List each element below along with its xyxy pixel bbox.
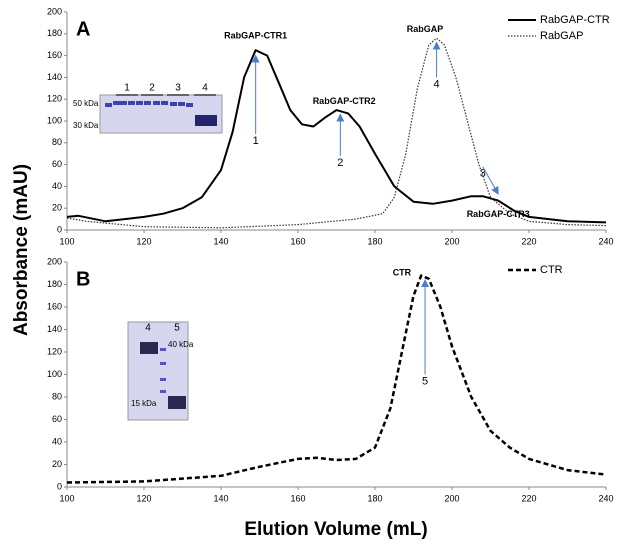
- marker-label: 30 kDa: [73, 121, 99, 130]
- arrow-label: 3: [480, 168, 486, 180]
- y-tick-label: 20: [52, 459, 62, 469]
- annotation: RabGAP-CTR3: [467, 209, 530, 219]
- lane-label: 4: [202, 83, 208, 94]
- gel-band: [153, 101, 160, 105]
- annotation: RabGAP-CTR2: [313, 96, 376, 106]
- gel-band: [144, 101, 151, 105]
- panel-label: B: [76, 268, 90, 290]
- y-tick-label: 60: [52, 159, 62, 169]
- legend-label: RabGAP: [540, 30, 583, 42]
- x-tick-label: 220: [521, 493, 536, 503]
- x-tick-label: 160: [290, 493, 305, 503]
- marker-label: 50 kDa: [73, 99, 99, 108]
- gel-band: [160, 362, 166, 365]
- gel-band: [186, 103, 193, 107]
- annotation: RabGAP-CTR1: [224, 30, 287, 40]
- data-line: [66, 274, 607, 484]
- data-line: [66, 49, 607, 224]
- gel-band: [140, 342, 158, 354]
- gel-band: [160, 390, 166, 393]
- marker-label: 40 kDa: [168, 340, 194, 349]
- y-tick-label: 80: [52, 391, 62, 401]
- gel-band: [136, 101, 143, 105]
- x-axis-label: Elution Volume (mL): [244, 519, 427, 540]
- y-tick-label: 120: [47, 346, 62, 356]
- lane-label: 3: [175, 83, 181, 94]
- x-tick-label: 100: [59, 493, 74, 503]
- y-tick-label: 140: [47, 324, 62, 334]
- y-tick-label: 100: [47, 115, 62, 125]
- gel-band: [105, 103, 112, 107]
- y-tick-label: 160: [47, 50, 62, 60]
- gel-band: [161, 101, 168, 105]
- gel-band: [170, 102, 177, 106]
- lane-label: 1: [124, 83, 130, 94]
- x-tick-label: 220: [521, 236, 536, 246]
- lane-label: 4: [145, 323, 151, 334]
- y-axis-label: Absorbance (mAU): [11, 164, 32, 336]
- x-tick-label: 140: [213, 236, 228, 246]
- gel-image: [127, 321, 189, 421]
- x-tick-label: 200: [444, 236, 459, 246]
- y-tick-label: 200: [47, 6, 62, 16]
- annotation: CTR: [393, 268, 412, 278]
- arrow-label: 2: [337, 157, 343, 169]
- panel-label: A: [76, 18, 90, 40]
- gel-band: [168, 396, 186, 409]
- y-tick-label: 60: [52, 414, 62, 424]
- y-tick-label: 0: [57, 481, 62, 491]
- y-tick-label: 80: [52, 137, 62, 147]
- gel-image: [99, 94, 223, 134]
- gel-band: [195, 115, 217, 126]
- y-tick-label: 200: [47, 256, 62, 266]
- y-tick-label: 180: [47, 279, 62, 289]
- x-tick-label: 200: [444, 493, 459, 503]
- arrow-label: 1: [253, 135, 259, 147]
- gel-band: [128, 101, 135, 105]
- y-tick-label: 40: [52, 436, 62, 446]
- x-tick-label: 240: [598, 493, 613, 503]
- x-tick-label: 140: [213, 493, 228, 503]
- y-tick-label: 120: [47, 94, 62, 104]
- y-tick-label: 180: [47, 28, 62, 38]
- gel-band: [160, 378, 166, 381]
- x-tick-label: 240: [598, 236, 613, 246]
- x-tick-label: 180: [367, 236, 382, 246]
- x-tick-label: 180: [367, 493, 382, 503]
- data-line: [66, 37, 607, 229]
- gel-band: [160, 348, 166, 351]
- arrow-label: 5: [422, 375, 428, 387]
- legend-label: RabGAP-CTR: [540, 14, 610, 26]
- arrow-label: 4: [434, 78, 440, 90]
- lane-label: 2: [149, 83, 155, 94]
- gel-band: [120, 101, 127, 105]
- y-tick-label: 160: [47, 301, 62, 311]
- gel-band: [178, 102, 185, 106]
- y-tick-label: 40: [52, 181, 62, 191]
- lane-label: 5: [174, 323, 180, 334]
- x-tick-label: 120: [136, 236, 151, 246]
- y-tick-label: 20: [52, 203, 62, 213]
- annotation: RabGAP: [407, 24, 444, 34]
- x-tick-label: 100: [59, 236, 74, 246]
- y-tick-label: 140: [47, 72, 62, 82]
- y-tick-label: 100: [47, 369, 62, 379]
- gel-band: [113, 101, 120, 105]
- legend-label: CTR: [540, 264, 563, 276]
- arrow: [482, 166, 499, 195]
- x-tick-label: 160: [290, 236, 305, 246]
- marker-label: 15 kDa: [131, 399, 157, 408]
- x-tick-label: 120: [136, 493, 151, 503]
- y-tick-label: 0: [57, 224, 62, 234]
